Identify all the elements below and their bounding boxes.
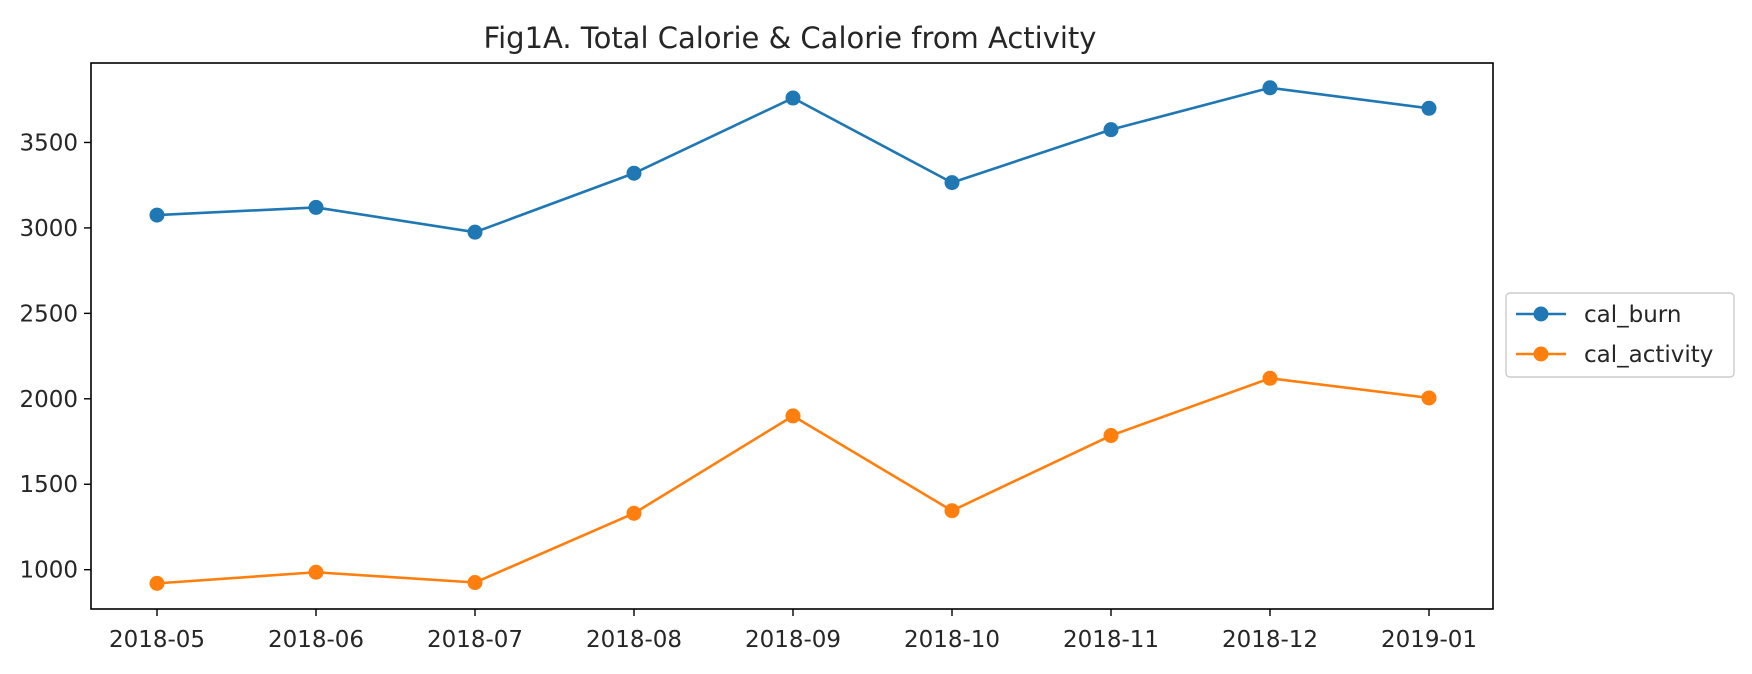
x-axis: 2018-05 2018-06 2018-07 2018-08 2018-09 2018-…	[109, 609, 1477, 653]
y-tick-label: 3000	[19, 216, 78, 242]
data-point-cal_burn	[1421, 100, 1437, 116]
series-line-cal_burn	[156, 86, 1430, 234]
y-tick-label: 2000	[19, 387, 78, 413]
y-axis: 1000 1500 2000 2500 3000 3500	[19, 130, 91, 584]
legend: cal_burn cal_activity	[1505, 292, 1735, 378]
data-point-cal_burn	[149, 207, 165, 223]
data-point-cal_activity	[1262, 370, 1278, 386]
data-point-cal_activity	[1421, 390, 1437, 406]
x-tick-label: 2018-09	[745, 627, 841, 653]
legend-label-cal_activity: cal_activity	[1584, 342, 1713, 368]
y-tick-label: 3500	[19, 130, 78, 156]
legend-label-cal_burn: cal_burn	[1584, 302, 1681, 328]
data-point-cal_activity	[467, 575, 483, 591]
y-tick-label: 2500	[19, 301, 78, 327]
legend-marker-cal_activity	[1533, 346, 1549, 362]
data-point-cal_burn	[944, 175, 960, 191]
x-tick-label: 2018-05	[109, 627, 205, 653]
data-point-cal_burn	[1262, 80, 1278, 96]
data-point-cal_burn	[467, 224, 483, 240]
data-point-cal_activity	[626, 505, 642, 521]
x-tick-label: 2018-06	[268, 627, 364, 653]
data-point-cal_activity	[149, 575, 165, 591]
legend-marker-cal_burn	[1533, 306, 1549, 322]
x-tick-label: 2018-11	[1063, 627, 1159, 653]
data-point-cal_burn	[785, 90, 801, 106]
series-layer	[149, 80, 1437, 591]
y-tick-label: 1500	[19, 472, 78, 498]
data-point-cal_burn	[626, 165, 642, 181]
data-point-cal_activity	[785, 408, 801, 424]
data-point-cal_burn	[1103, 122, 1119, 138]
data-point-cal_activity	[308, 564, 324, 580]
y-tick-label: 1000	[19, 558, 78, 584]
chart-title: Fig1A. Total Calorie & Calorie from Acti…	[484, 21, 1097, 55]
plot-area	[90, 62, 1494, 610]
x-tick-label: 2018-08	[586, 627, 682, 653]
x-tick-label: 2018-07	[427, 627, 523, 653]
x-tick-label: 2019-01	[1381, 627, 1477, 653]
data-point-cal_burn	[308, 199, 324, 215]
data-point-cal_activity	[944, 503, 960, 519]
data-point-cal_activity	[1103, 428, 1119, 444]
x-tick-label: 2018-10	[904, 627, 1000, 653]
x-tick-label: 2018-12	[1222, 627, 1318, 653]
